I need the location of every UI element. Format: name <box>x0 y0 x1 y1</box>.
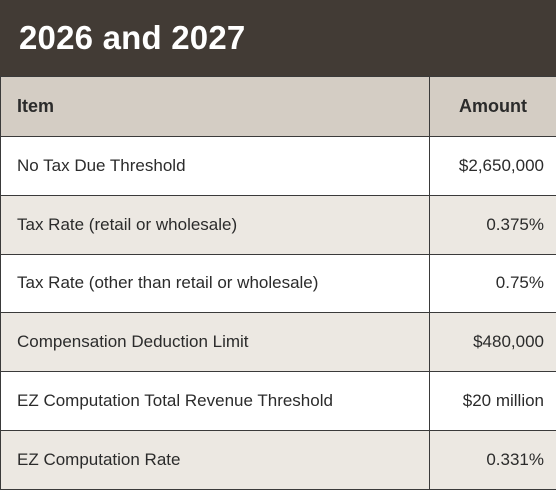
table-header-row: Item Amount <box>1 77 556 137</box>
table-row: Tax Rate (retail or wholesale) 0.375% <box>1 195 556 254</box>
table-row: EZ Computation Rate 0.331% <box>1 430 556 489</box>
row-item-cell: No Tax Due Threshold <box>1 137 430 196</box>
row-amount-cell: $2,650,000 <box>430 137 556 196</box>
row-amount-cell: $20 million <box>430 372 556 431</box>
table-title: 2026 and 2027 <box>0 0 556 76</box>
row-amount-cell: 0.331% <box>430 430 556 489</box>
row-item-cell: Compensation Deduction Limit <box>1 313 430 372</box>
row-item-cell: Tax Rate (other than retail or wholesale… <box>1 254 430 313</box>
rates-table: Item Amount No Tax Due Threshold $2,650,… <box>0 76 556 490</box>
table-row: Tax Rate (other than retail or wholesale… <box>1 254 556 313</box>
table-row: No Tax Due Threshold $2,650,000 <box>1 137 556 196</box>
row-item-cell: EZ Computation Total Revenue Threshold <box>1 372 430 431</box>
row-amount-cell: 0.375% <box>430 195 556 254</box>
row-item-cell: Tax Rate (retail or wholesale) <box>1 195 430 254</box>
row-item-cell: EZ Computation Rate <box>1 430 430 489</box>
table-row: EZ Computation Total Revenue Threshold $… <box>1 372 556 431</box>
row-amount-cell: 0.75% <box>430 254 556 313</box>
column-header-amount: Amount <box>430 77 556 137</box>
row-amount-cell: $480,000 <box>430 313 556 372</box>
column-header-item: Item <box>1 77 430 137</box>
table-row: Compensation Deduction Limit $480,000 <box>1 313 556 372</box>
